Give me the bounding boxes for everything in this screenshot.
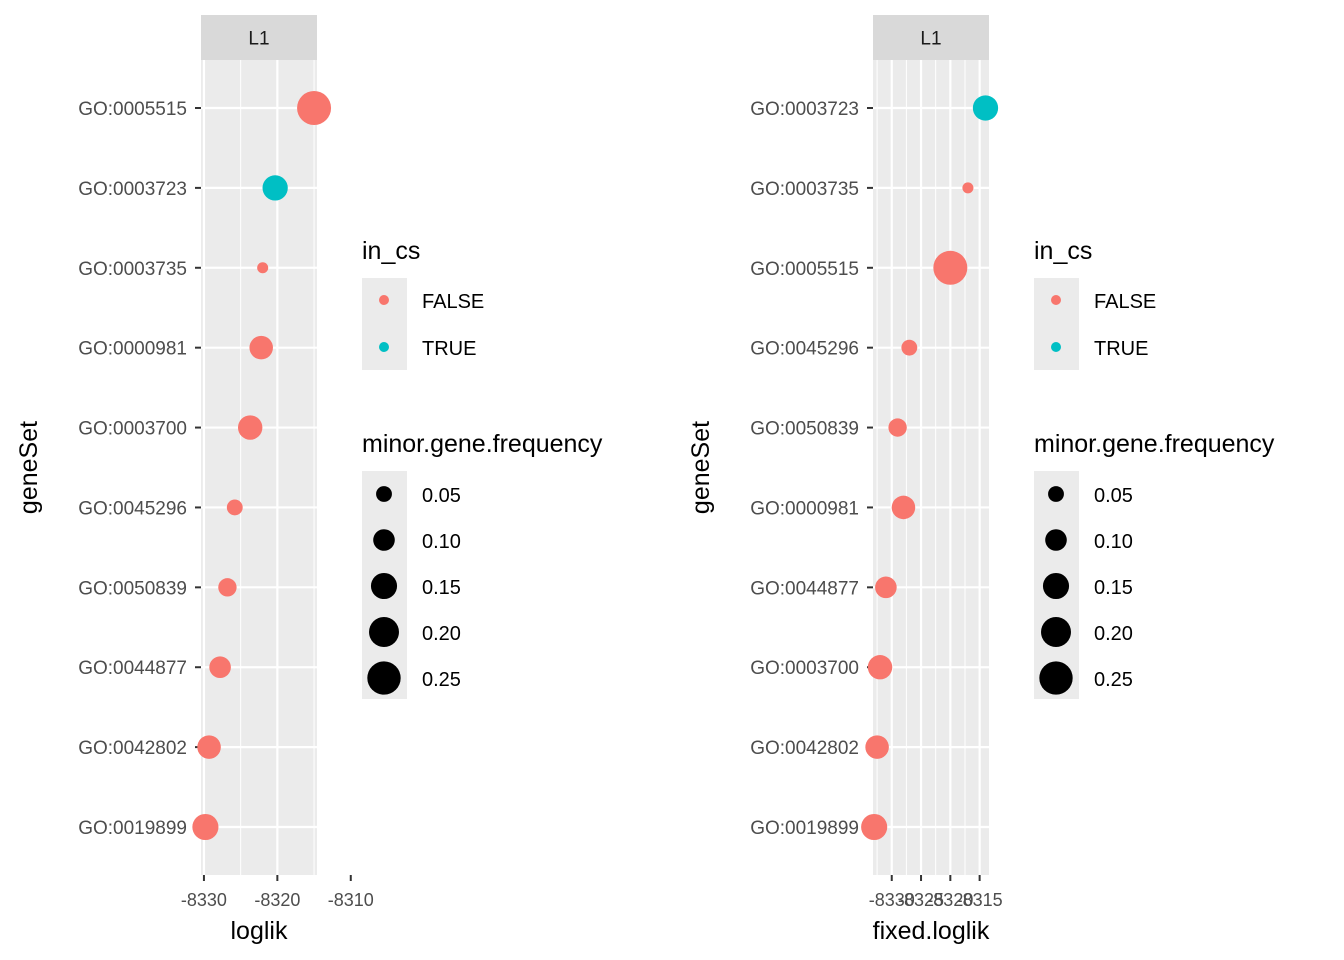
y-tick-label: GO:0003735 [750,179,859,200]
legend-color-key [1051,295,1061,305]
data-point [867,655,893,680]
legend-size-key [376,486,392,502]
legend-size-title: minor.gene.frequency [362,430,603,458]
legend-color-key-bg [1034,278,1079,370]
plot-panel [873,60,989,875]
y-tick-label: GO:0042802 [78,738,187,759]
legend-size-label: 0.25 [422,669,461,691]
x-axis-title: loglik [231,917,288,945]
y-tick-label: GO:0003723 [750,99,859,120]
data-point [237,415,263,440]
plot-panel [201,60,317,875]
legend-size-label: 0.05 [422,485,461,507]
chart-panel-2: L1 GO:0019899 GO:0042802 GO:0003700 GO:00448… [687,15,1275,945]
legend-color-key [379,342,389,352]
y-tick-label: GO:0050839 [78,578,187,599]
y-tick-label: GO:0042802 [750,738,859,759]
y-tick-label: GO:0045296 [750,339,859,360]
data-point [888,418,907,437]
legend-size-label: 0.15 [1094,577,1133,599]
data-point [218,578,237,597]
x-tick-label: -8320 [927,890,973,910]
legend-size-key [1048,486,1064,502]
data-point [972,95,999,121]
data-point [865,735,889,759]
legend-color-label: FALSE [422,291,484,313]
legend-size-title: minor.gene.frequency [1034,430,1275,458]
data-point [297,91,332,125]
data-point [209,656,231,679]
data-point [226,499,243,516]
facet-strip [201,15,317,60]
legend-size-key [370,572,398,600]
legend-size-label: 0.05 [1094,485,1133,507]
data-point [962,182,974,194]
legend-color-label: TRUE [422,338,476,360]
data-point [262,175,288,201]
legend-size-key [373,529,395,551]
y-axis-title: geneSet [687,421,715,514]
legend-size-key [1041,617,1071,647]
legend-size-key [1042,572,1070,600]
y-tick-label: GO:0045296 [78,498,187,519]
y-tick-label: GO:0044877 [78,658,187,679]
data-point [861,813,888,841]
y-tick-label: GO:0003700 [750,658,859,679]
legend-size-key [367,661,401,695]
legend-size-label: 0.10 [422,531,461,553]
data-point [875,576,897,599]
data-point [192,813,219,841]
legend-size-label: 0.25 [1094,669,1133,691]
legend-size-key [1045,529,1067,551]
legend-color-key [379,295,389,305]
data-point [901,339,918,356]
legend-color-label: TRUE [1094,338,1148,360]
legend-color-key-bg [362,278,407,370]
y-tick-label: GO:0005515 [750,259,859,280]
legend-color-key [1051,342,1061,352]
x-tick-label: -8330 [869,890,915,910]
y-tick-label: GO:0019899 [750,818,859,839]
y-tick-label: GO:0003723 [78,179,187,200]
facet-strip [873,15,989,60]
legend-size-key [1039,661,1073,695]
y-tick-label: GO:0000981 [750,498,859,519]
legend-size-label: 0.10 [1094,531,1133,553]
legend-color-label: FALSE [1094,291,1156,313]
x-tick-label: -8310 [328,890,374,910]
legend-size-label: 0.20 [1094,623,1133,645]
y-tick-label: GO:0005515 [78,99,187,120]
x-tick-label: -8330 [181,890,227,910]
y-tick-label: GO:0003735 [78,259,187,280]
y-tick-label: GO:0003700 [78,419,187,440]
legend-color-title: in_cs [362,237,420,265]
data-point [249,335,273,360]
y-tick-label: GO:0000981 [78,339,187,360]
legend-size-key [369,617,399,647]
legend-size-label: 0.20 [422,623,461,645]
x-tick-label: -8320 [254,890,300,910]
chart-panel-1: L1 GO:0019899 GO:0042802 GO:0044877 GO:00508… [15,15,603,945]
x-tick-label: -8315 [957,890,1003,910]
data-point [197,735,221,759]
y-tick-label: GO:0050839 [750,419,859,440]
data-point [257,262,269,274]
legend-size-label: 0.15 [422,577,461,599]
x-tick-label: -8325 [898,890,944,910]
y-axis-title: geneSet [15,421,43,514]
facet-strip-label: L1 [248,29,269,50]
y-tick-label: GO:0044877 [750,578,859,599]
y-tick-label: GO:0019899 [78,818,187,839]
x-axis-title: fixed.loglik [873,917,990,945]
legend-color-title: in_cs [1034,237,1092,265]
facet-strip-label: L1 [920,29,941,50]
data-point [891,495,916,520]
data-point [933,250,968,285]
